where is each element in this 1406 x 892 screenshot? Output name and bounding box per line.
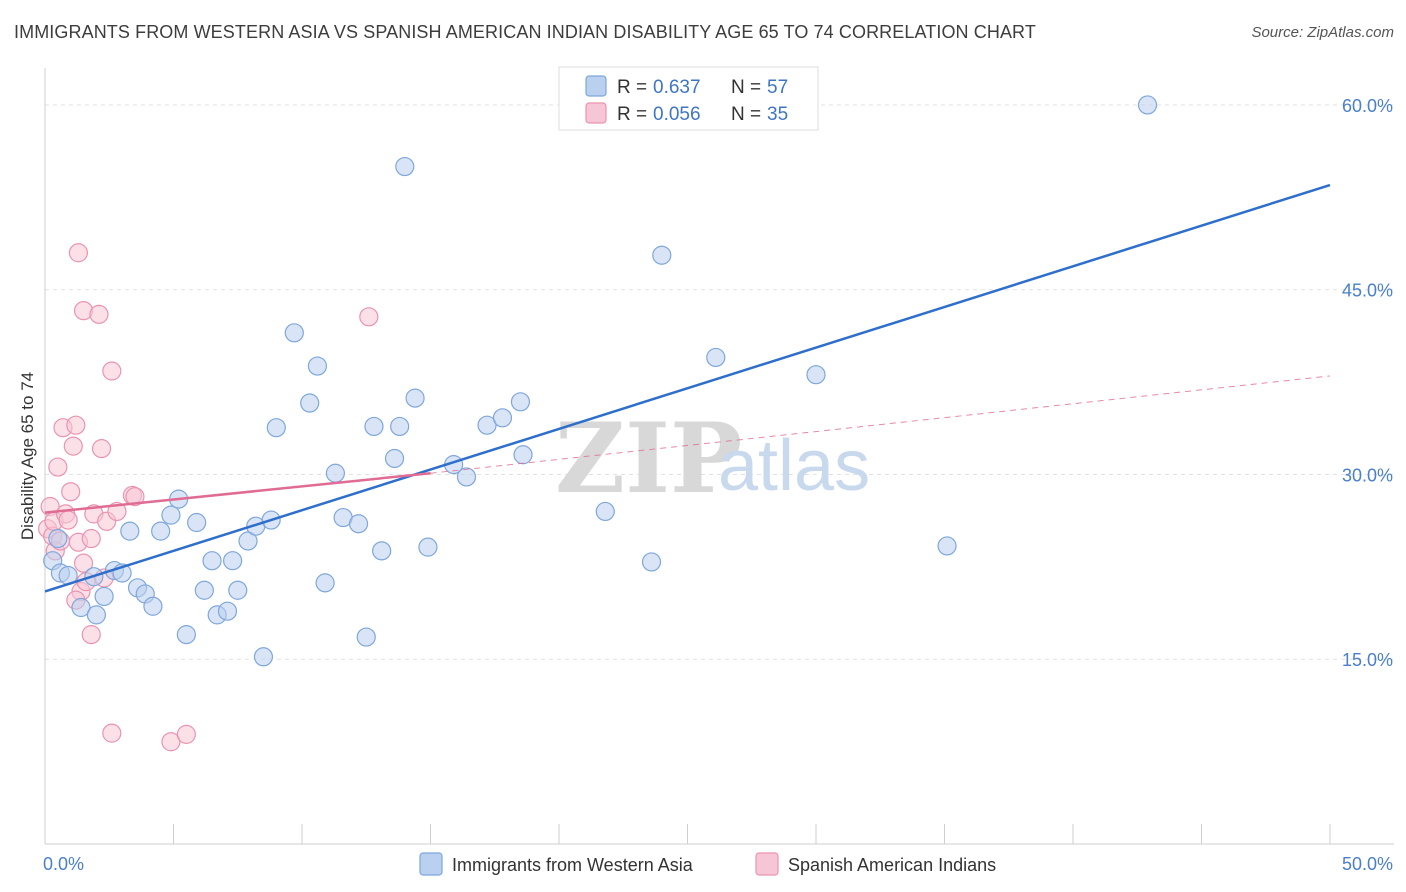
blue-data-point: [510, 392, 531, 412]
pink-data-point: [61, 482, 81, 502]
blue-data-point: [94, 586, 114, 607]
bottom-legend-pink-swatch: [755, 852, 779, 876]
watermark-zip: ZIP: [555, 402, 742, 515]
legend-pink-swatch: [585, 102, 607, 124]
blue-data-point: [513, 445, 533, 465]
legend-r-label: R =: [617, 104, 647, 125]
pink-data-point: [66, 415, 86, 435]
blue-data-point: [223, 551, 243, 571]
pink-data-point: [176, 724, 196, 744]
pink-data-point: [73, 553, 94, 573]
tick-labels: 15.0% 30.0% 45.0% 60.0% 0.0% 50.0%: [43, 96, 1393, 874]
blue-data-point: [228, 580, 248, 600]
blue-data-point: [384, 448, 405, 469]
blue-data-point: [176, 625, 196, 645]
pink-trendline-extension: [430, 375, 1331, 474]
blue-trendline: [44, 183, 1331, 593]
blue-data-point: [253, 647, 274, 667]
pink-data-point: [161, 732, 181, 752]
trendlines: [44, 183, 1331, 593]
blue-data-point: [325, 463, 346, 483]
pink-data-point: [81, 625, 101, 645]
x-tick-label: 50.0%: [1342, 854, 1393, 874]
blue-data-point: [194, 580, 214, 600]
grid-lines: [45, 104, 1394, 660]
bottom-legend-blue-label: Immigrants from Western Asia: [452, 855, 694, 875]
pink-trendline: [44, 472, 431, 514]
pink-data-point: [63, 436, 83, 456]
blue-data-point: [86, 605, 107, 625]
pink-series-points: [37, 243, 379, 752]
legend-n-label: N =: [731, 77, 761, 98]
blue-data-point: [120, 521, 140, 541]
source-credit: Source: ZipAtlas.com: [1251, 24, 1394, 41]
blue-data-point: [187, 512, 207, 533]
y-tick-label: 60.0%: [1342, 96, 1393, 116]
y-tick-label: 30.0%: [1342, 465, 1393, 485]
pink-data-point: [81, 528, 101, 549]
blue-data-point: [48, 528, 68, 549]
blue-data-point: [143, 596, 163, 616]
legend-r-label: R =: [617, 77, 647, 98]
pink-data-point: [359, 307, 379, 327]
pink-data-point: [89, 304, 109, 324]
pink-data-point: [125, 487, 145, 507]
blue-series-points: [43, 95, 1158, 667]
chart-title: IMMIGRANTS FROM WESTERN ASIA VS SPANISH …: [14, 22, 1036, 42]
blue-data-point: [71, 597, 91, 618]
blue-data-point: [806, 365, 826, 385]
pink-data-point: [102, 361, 122, 381]
legend-blue-swatch: [585, 75, 607, 97]
blue-data-point: [456, 467, 477, 487]
blue-data-point: [595, 501, 615, 522]
legend-n-value: 35: [767, 104, 788, 125]
bottom-legend: Immigrants from Western Asia Spanish Ame…: [419, 852, 996, 876]
bottom-legend-blue-swatch: [419, 852, 443, 876]
blue-data-point: [161, 505, 181, 525]
y-tick-label: 45.0%: [1342, 281, 1393, 301]
blue-data-point: [641, 552, 662, 572]
legend-r-value: 0.637: [653, 77, 701, 98]
watermark-atlas: atlas: [718, 426, 870, 506]
blue-data-point: [395, 156, 415, 177]
legend-r-value: 0.056: [653, 104, 701, 125]
blue-data-point: [477, 415, 497, 435]
y-tick-label: 15.0%: [1342, 650, 1393, 670]
watermark: ZIP atlas: [555, 402, 870, 515]
bottom-legend-pink-label: Spanish American Indians: [788, 855, 996, 875]
axes: [44, 68, 1394, 845]
blue-data-point: [418, 537, 438, 557]
pink-data-point: [91, 439, 112, 459]
blue-data-point: [202, 551, 222, 571]
blue-data-point: [390, 416, 410, 437]
pink-data-point: [58, 510, 78, 530]
blue-data-point: [238, 531, 258, 551]
legend-n-label: N =: [731, 104, 761, 125]
blue-data-point: [706, 347, 726, 368]
pink-data-point: [68, 243, 89, 263]
blue-data-point: [151, 521, 171, 541]
legend: R = 0.637 N = 57 R = 0.056 N = 35: [558, 66, 819, 131]
blue-data-point: [307, 356, 328, 376]
blue-data-point: [372, 541, 392, 561]
pink-data-point: [102, 723, 122, 743]
blue-data-point: [364, 416, 384, 437]
blue-data-point: [492, 408, 513, 428]
blue-data-point: [1137, 95, 1158, 115]
blue-data-point: [300, 393, 320, 413]
blue-data-point: [266, 418, 286, 438]
blue-data-point: [405, 388, 425, 408]
legend-n-value: 57: [767, 77, 788, 98]
blue-data-point: [348, 514, 369, 534]
blue-data-point: [652, 245, 672, 265]
blue-data-point: [356, 627, 376, 647]
y-axis-label: Disability Age 65 to 74: [18, 372, 37, 540]
x-tick-label: 0.0%: [43, 854, 84, 874]
blue-data-point: [937, 536, 957, 556]
pink-data-point: [48, 457, 68, 477]
blue-data-point: [315, 573, 335, 593]
blue-data-point: [284, 323, 304, 343]
blue-data-point: [217, 601, 238, 621]
